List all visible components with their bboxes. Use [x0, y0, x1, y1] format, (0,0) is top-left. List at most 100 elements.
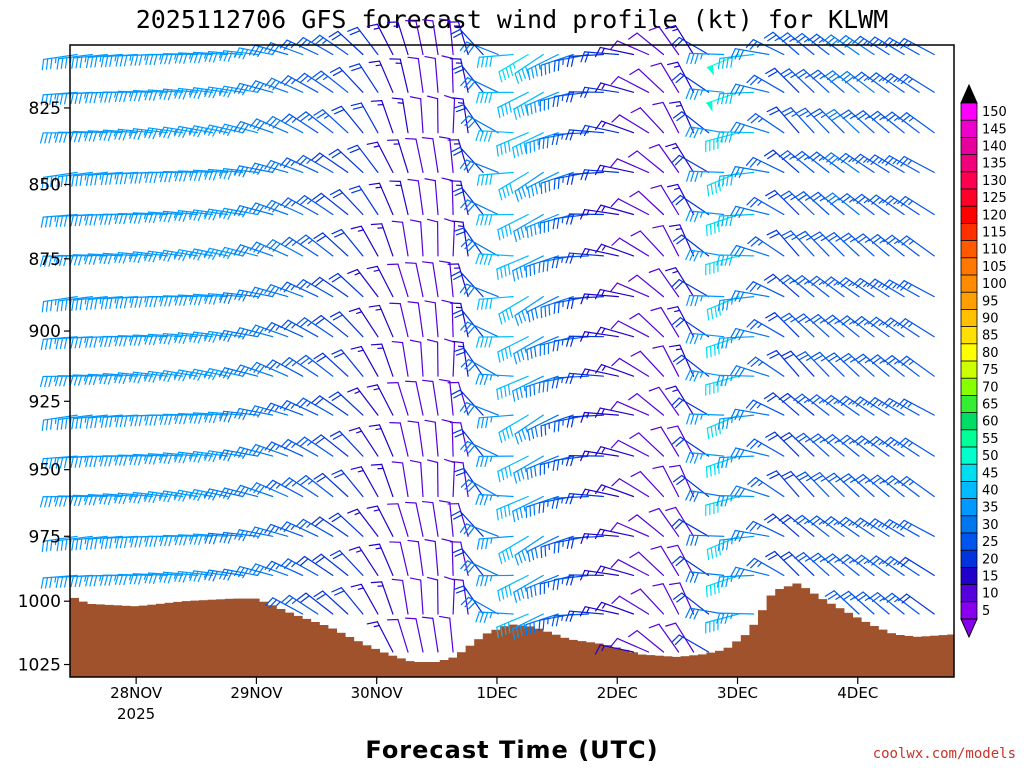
wind-barb — [426, 218, 439, 257]
terrain-column — [414, 662, 423, 677]
x-tick-label: 4DEC — [837, 684, 878, 702]
wind-barb — [810, 231, 845, 257]
wind-barb — [580, 293, 620, 305]
terrain-column — [663, 656, 673, 677]
wind-barb — [867, 436, 905, 457]
wind-barb — [279, 521, 319, 537]
terrain-column — [775, 589, 785, 677]
wind-barb — [295, 37, 334, 56]
colorbar-label: 25 — [982, 535, 999, 550]
colorbar-swatch — [960, 240, 978, 259]
terrain-column — [921, 636, 931, 677]
terrain-column — [568, 639, 578, 677]
wind-barb — [807, 394, 845, 416]
wind-barb — [84, 373, 123, 386]
wind-barb — [347, 387, 379, 416]
wind-barb — [204, 450, 244, 463]
wind-barb — [765, 312, 800, 338]
wind-barb — [882, 317, 920, 338]
wind-barb — [460, 560, 499, 577]
wind-barb — [686, 413, 725, 425]
wind-barb — [540, 296, 574, 319]
wind-barb — [449, 58, 469, 93]
wind-barb — [527, 53, 559, 81]
wind-barb — [234, 165, 274, 178]
wind-barb — [348, 307, 379, 338]
wind-barb — [40, 91, 78, 106]
wind-barb — [449, 421, 469, 457]
wind-barb — [512, 255, 544, 282]
terrain-column — [818, 599, 828, 677]
colorbar-swatch — [960, 515, 978, 534]
wind-barb — [781, 470, 815, 498]
wind-barb — [881, 37, 920, 56]
wind-barb — [347, 26, 379, 56]
wind-barb — [648, 144, 680, 173]
wind-barb — [686, 52, 725, 65]
speed-colorbar: 1501451401351301251201151101051009590858… — [960, 83, 1007, 639]
wind-barb — [779, 68, 815, 93]
wind-barb — [630, 107, 665, 134]
wind-barb — [438, 260, 454, 298]
wind-barb — [766, 229, 800, 257]
wind-barb — [421, 137, 439, 173]
wind-barb — [852, 153, 890, 173]
x-tick-label: 2DEC — [597, 684, 638, 702]
wind-barb — [566, 414, 605, 428]
wind-barb — [329, 550, 364, 577]
wind-barb — [579, 606, 620, 617]
wind-barb — [441, 55, 454, 93]
wind-barb — [838, 315, 875, 338]
y-tick-label: 925 — [29, 392, 61, 412]
terrain-column — [276, 609, 286, 677]
wind-barb — [295, 518, 334, 537]
wind-barb — [763, 149, 800, 173]
wind-barb — [295, 279, 334, 298]
wind-barb — [650, 545, 680, 577]
terrain-column — [70, 597, 79, 677]
wind-barb — [100, 213, 138, 225]
wind-barb — [610, 559, 650, 577]
wind-barb — [389, 541, 409, 577]
wind-barb — [405, 20, 424, 56]
wind-barb — [580, 411, 620, 423]
credit-link[interactable]: coolwx.com/models — [873, 746, 1016, 762]
wind-barb — [328, 391, 364, 416]
wind-barb — [628, 514, 665, 537]
terrain-column — [740, 635, 750, 677]
colorbar-swatch — [960, 394, 978, 414]
wind-barb — [580, 331, 620, 342]
wind-barb — [173, 369, 214, 382]
terrain-column — [758, 610, 767, 677]
wind-barb — [671, 72, 710, 93]
terrain-column — [938, 635, 948, 677]
terrain-column — [594, 643, 604, 677]
wind-barb — [716, 612, 755, 624]
wind-barb — [280, 477, 319, 498]
wind-barb — [809, 191, 845, 216]
wind-barb — [685, 88, 725, 100]
wind-barb — [280, 197, 319, 216]
wind-barb — [883, 234, 920, 257]
wind-barb — [824, 232, 860, 257]
wind-barb — [579, 368, 620, 379]
wind-barb — [730, 121, 770, 135]
colorbar-swatch — [960, 308, 978, 328]
wind-barb — [896, 280, 935, 298]
wind-barb — [311, 34, 349, 56]
wind-barb — [407, 539, 424, 577]
terrain-column — [766, 595, 776, 677]
wind-barb — [809, 433, 845, 457]
terrain-column — [388, 655, 398, 677]
wind-barb — [538, 132, 574, 150]
wind-barb — [476, 296, 514, 311]
wind-barb — [781, 350, 815, 377]
wind-barb — [498, 53, 529, 83]
wind-barb — [173, 249, 214, 262]
wind-barb — [778, 514, 815, 537]
wind-barb — [594, 363, 635, 377]
wind-barb — [838, 193, 875, 216]
wind-barb — [450, 28, 484, 56]
wind-barb — [234, 289, 274, 302]
wind-barb — [174, 570, 214, 583]
